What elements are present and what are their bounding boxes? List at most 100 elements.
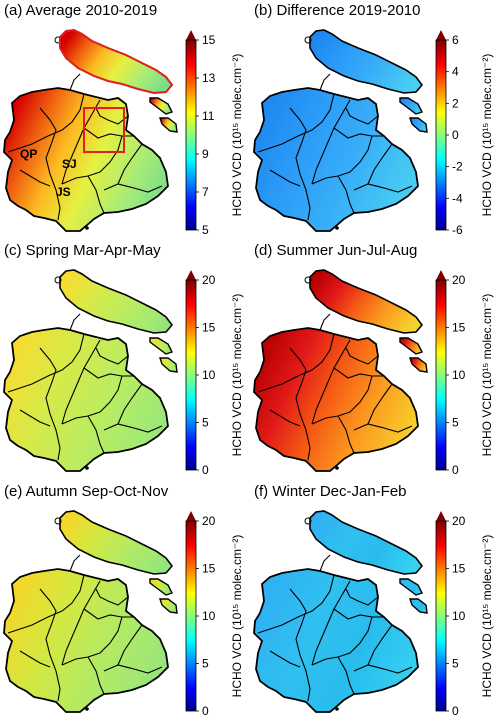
district-border	[61, 616, 123, 666]
colorbar-tick-label: 15	[452, 321, 466, 335]
district-border	[311, 580, 351, 666]
map-layer	[253, 510, 428, 713]
district-border	[39, 588, 61, 702]
district-border	[69, 313, 81, 331]
colorbar-tick-label: 20	[202, 273, 216, 287]
chongming-island	[59, 269, 174, 334]
shanghai-mainland	[3, 568, 169, 713]
hengsha-island	[409, 357, 428, 373]
district-border	[367, 624, 393, 666]
district-border	[83, 608, 134, 620]
district-border	[311, 339, 351, 425]
map-winter: 0 5 10 15 20 HCHO VCD (10¹⁵ molec.cm⁻²)	[253, 510, 494, 718]
district-border	[39, 107, 61, 221]
district-border	[117, 383, 143, 425]
district-border	[289, 347, 311, 461]
map-autumn: 0 5 10 15 20 HCHO VCD (10¹⁵ molec.cm⁻²)	[3, 510, 244, 718]
shanghai-mainland	[253, 87, 419, 232]
district-border	[117, 624, 143, 666]
colorbar-tick-label: -4	[452, 191, 463, 205]
colorbar-tick-label: 10	[452, 368, 466, 382]
district-border	[353, 183, 413, 193]
district-border	[61, 375, 123, 425]
colorbar-tick-label: 0	[452, 704, 459, 718]
hengsha-island	[159, 117, 178, 133]
colorbar-tick-label: 10	[202, 368, 216, 382]
colorbar-top-arrow	[436, 511, 446, 521]
region-label-qp: QP	[20, 147, 37, 161]
district-border	[311, 135, 373, 185]
colorbar-tick-label: 5	[452, 416, 459, 430]
colorbar-top-arrow	[186, 511, 196, 521]
map-layer	[253, 29, 428, 232]
islet-dot	[85, 226, 89, 230]
colorbar-tick-label: 5	[202, 657, 209, 671]
district-border	[269, 169, 301, 187]
colorbar-label: HCHO VCD (10¹⁵ molec.cm⁻²)	[480, 294, 494, 457]
map-layer	[3, 510, 178, 713]
colorbar-tick-label: 15	[202, 321, 216, 335]
colorbar-tick-label: 15	[452, 562, 466, 576]
district-border	[345, 588, 379, 606]
hengsha-island	[409, 117, 428, 133]
colorbar-tick-label: 5	[452, 657, 459, 671]
colorbar-tick-label: 5	[202, 223, 209, 237]
region-label-sj: SJ	[62, 157, 77, 171]
islet-dot	[85, 707, 89, 711]
district-border	[103, 664, 163, 674]
panel-autumn: (e) Autumn Sep-Oct-Nov 0 5 10 15 20 HCHO VCD …	[0, 481, 250, 721]
colorbar-tick-label: 11	[202, 109, 215, 123]
district-border	[367, 383, 393, 425]
panel-summer: (d) Summer Jun-Jul-Aug 0 5 10 15 20 HCHO VCD …	[250, 240, 500, 480]
colorbar-tick-label: 20	[452, 273, 466, 287]
islet-dot	[85, 466, 89, 470]
colorbar-tick-label: 0	[452, 128, 459, 142]
district-border	[61, 339, 101, 425]
district-border	[61, 580, 101, 666]
panel-title: (d) Summer Jun-Jul-Aug	[254, 242, 418, 259]
islet-dot	[54, 517, 62, 525]
colorbar	[186, 280, 196, 470]
district-border	[319, 313, 331, 331]
colorbar-frame	[185, 39, 197, 231]
colorbar-tick-label: 15	[202, 33, 216, 47]
district-border	[353, 423, 413, 433]
district-border	[345, 347, 379, 365]
colorbar-top-arrow	[186, 270, 196, 280]
map-spring: 0 5 10 15 20 HCHO VCD (10¹⁵ molec.cm⁻²)	[3, 269, 244, 477]
district-border	[337, 415, 355, 454]
colorbar-top-arrow	[436, 30, 446, 40]
colorbar-tick-label: 0	[202, 704, 209, 718]
panel-spring: (c) Spring Mar-Apr-May 0 5 10 15 20 HCHO VCD …	[0, 240, 250, 480]
zoom-box	[83, 107, 125, 153]
islet-dot	[304, 517, 312, 525]
colorbar-tick-label: 10	[202, 609, 216, 623]
chongming-island	[309, 269, 424, 334]
panel-title: (b) Difference 2019-2010	[254, 2, 421, 19]
district-border	[39, 347, 61, 461]
colorbar-tick-label: 0	[452, 463, 459, 477]
district-border	[269, 650, 301, 668]
hengsha-island	[159, 598, 178, 614]
islet-dot	[304, 36, 312, 44]
islet-dot	[304, 276, 312, 284]
changxing-island	[399, 337, 423, 355]
panel-title: (f) Winter Dec-Jan-Feb	[254, 483, 407, 500]
panel-title: (a) Average 2010-2019	[4, 2, 158, 19]
island-highlight	[59, 28, 174, 95]
district-border	[95, 588, 129, 606]
colorbar-tick-label: 9	[202, 147, 209, 161]
panel-difference: (b) Difference 2019-2010 -6 -4 -2 0 2 4 6 HCHO …	[250, 0, 500, 240]
district-border	[61, 135, 123, 185]
changxing-island	[149, 337, 173, 355]
chongming-island	[59, 510, 174, 575]
colorbar-tick-label: 20	[202, 514, 216, 528]
panel-winter: (f) Winter Dec-Jan-Feb 0 5 10 15 20 HCHO VCD …	[250, 481, 500, 721]
district-border	[319, 73, 331, 91]
colorbar-tick-label: 7	[202, 185, 209, 199]
colorbar-tick-label: 2	[452, 96, 459, 110]
colorbar-label: HCHO VCD (10¹⁵ molec.cm⁻²)	[480, 54, 494, 217]
district-border	[337, 175, 355, 214]
islet-dot	[335, 466, 339, 470]
district-border	[87, 175, 105, 214]
